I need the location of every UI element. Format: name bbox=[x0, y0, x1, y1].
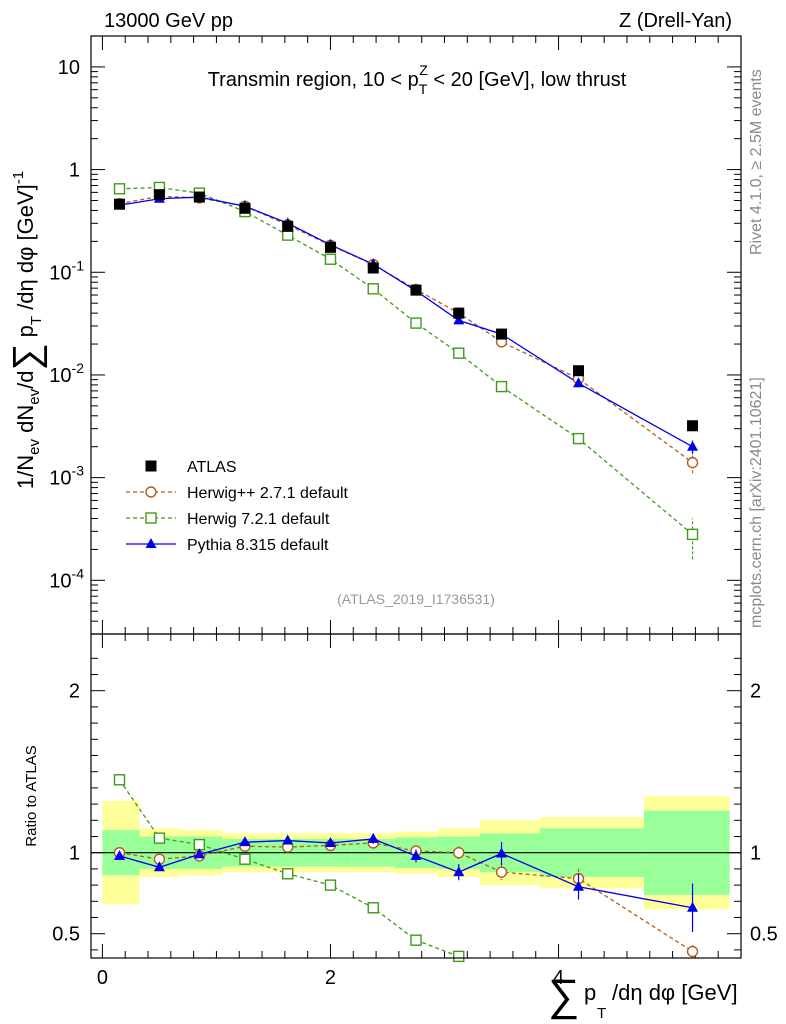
atlas-data-point bbox=[193, 191, 205, 203]
ratio-point bbox=[282, 834, 294, 845]
data-point bbox=[573, 377, 584, 388]
ratio-point bbox=[239, 836, 251, 847]
ratio-point bbox=[113, 774, 126, 786]
ratio-point bbox=[324, 879, 337, 891]
legend: ATLAS Herwig++ 2.7.1 default Herwig 7.2.1 … bbox=[126, 459, 349, 554]
ratio-point bbox=[324, 836, 336, 847]
ratio-uncertainty-bands bbox=[91, 796, 741, 910]
y-tick-label: 10-3 bbox=[49, 463, 84, 490]
legend-marker bbox=[145, 512, 157, 524]
data-point bbox=[572, 432, 585, 445]
svg-text:T: T bbox=[597, 1005, 606, 1022]
ratio-y-tick-label: 2 bbox=[69, 681, 80, 703]
atlas-data-point bbox=[410, 284, 422, 296]
main-plot-data bbox=[113, 181, 699, 560]
x-tick-label: 0 bbox=[97, 967, 108, 989]
data-point bbox=[686, 528, 699, 541]
header-process-label: Z (Drell-Yan) bbox=[619, 10, 732, 32]
series-line bbox=[119, 196, 693, 448]
data-point bbox=[367, 283, 379, 295]
atlas-data-point bbox=[573, 365, 584, 377]
legend-marker bbox=[145, 538, 157, 548]
x-tick-label: 4 bbox=[553, 967, 564, 989]
data-point bbox=[495, 380, 508, 393]
analysis-id-label: (ATLAS_2019_I1736531) bbox=[337, 591, 495, 607]
ratio-y-tick-label: 1 bbox=[69, 843, 80, 865]
ratio-point bbox=[453, 866, 465, 877]
plot-title: Transmin region, 10 < pTZ < 20 [GeV], lo… bbox=[208, 62, 627, 97]
data-point bbox=[453, 347, 465, 359]
atlas-data-point bbox=[367, 262, 379, 274]
data-point bbox=[453, 314, 465, 325]
mcplots-label: mcplots.cern.ch [arXiv:2401.10621] bbox=[748, 377, 765, 628]
ratio-point bbox=[453, 950, 465, 963]
ratio-point bbox=[495, 866, 508, 878]
ratio-point bbox=[282, 868, 294, 880]
atlas-data-point bbox=[282, 220, 294, 232]
ratio-y-tick-label: 0.5 bbox=[750, 924, 778, 946]
ratio-point bbox=[193, 848, 205, 859]
legend-label: Herwig 7.2.1 default bbox=[187, 511, 330, 528]
legend-marker bbox=[145, 486, 157, 498]
legend-label: Pythia 8.315 default bbox=[187, 537, 329, 554]
ratio-point bbox=[367, 902, 379, 914]
atlas-data-point bbox=[114, 198, 126, 210]
x-axis-label: ∑ p T /dη dφ [GeV] bbox=[548, 971, 738, 1022]
data-point bbox=[113, 183, 126, 195]
ratio-point bbox=[193, 838, 206, 851]
ratio-y-tick-label: 0.5 bbox=[52, 924, 80, 946]
ratio-series-line bbox=[119, 838, 693, 909]
y-tick-label: 10 bbox=[58, 57, 80, 79]
ratio-point bbox=[367, 832, 379, 843]
legend-marker bbox=[145, 460, 157, 472]
header-energy-label: 13000 GeV pp bbox=[104, 10, 233, 32]
ratio-point bbox=[573, 880, 584, 891]
ratio-point bbox=[687, 901, 699, 912]
atlas-data-point bbox=[496, 328, 508, 340]
ratio-plot-ticks: 0 2 4 0.5 0.5 1 1 2 2 bbox=[52, 657, 778, 989]
ratio-point bbox=[453, 847, 465, 859]
ratio-plot-panel: 0 2 4 0.5 0.5 1 1 2 2 bbox=[52, 633, 778, 989]
x-tick-label: 2 bbox=[325, 967, 336, 989]
data-point bbox=[324, 253, 337, 265]
atlas-data-point bbox=[153, 189, 165, 201]
ratio-plot-data bbox=[113, 774, 699, 963]
data-point bbox=[687, 440, 699, 451]
y-axis-label: 1/Nev dNev/d∑ pT /dη dφ [GeV]-1 bbox=[6, 171, 48, 489]
main-plot-ticks: 10-4 10-3 10-2 10-1 1 10 bbox=[49, 35, 741, 648]
svg-text:/dη dφ [GeV]: /dη dφ [GeV] bbox=[612, 980, 738, 1005]
y-tick-label: 10-1 bbox=[49, 257, 84, 284]
rivet-version-label: Rivet 4.1.0, ≥ 2.5M events bbox=[748, 69, 765, 255]
ratio-point bbox=[410, 934, 422, 946]
ratio-point bbox=[239, 853, 251, 865]
atlas-data-point bbox=[687, 420, 699, 432]
atlas-data-point bbox=[239, 202, 251, 214]
atlas-data-point bbox=[453, 307, 465, 319]
main-plot-panel: 10-4 10-3 10-2 10-1 1 10 Transmin region, 10 … bbox=[49, 35, 742, 648]
svg-text:∑: ∑ bbox=[548, 971, 579, 1020]
data-point bbox=[686, 456, 699, 469]
ratio-point bbox=[410, 849, 422, 860]
svg-text:1/Nev dNev/d∑ pT /dη dφ [GeV]: 1/Nev dNev/d∑ pT /dη dφ [GeV]-1 bbox=[6, 171, 48, 489]
series-line bbox=[119, 186, 693, 535]
ratio-point bbox=[496, 847, 508, 858]
ratio-plot-frame bbox=[90, 633, 742, 959]
ratio-y-tick-label: 1 bbox=[750, 843, 761, 865]
ratio-axis-label: Ratio to ATLAS bbox=[23, 745, 40, 846]
y-tick-label: 10-4 bbox=[49, 565, 84, 592]
ratio-y-tick-label: 2 bbox=[750, 681, 761, 703]
ratio-point bbox=[153, 861, 165, 872]
atlas-data-point bbox=[324, 241, 336, 253]
svg-text:p: p bbox=[584, 980, 596, 1005]
legend-label: Herwig++ 2.7.1 default bbox=[187, 485, 349, 502]
series-line bbox=[119, 195, 693, 464]
data-point bbox=[410, 317, 422, 329]
ratio-point bbox=[686, 945, 699, 958]
legend-label: ATLAS bbox=[187, 459, 237, 476]
y-tick-label: 1 bbox=[69, 160, 80, 182]
ratio-point bbox=[153, 832, 166, 844]
ratio-point bbox=[114, 849, 126, 860]
y-tick-label: 10-2 bbox=[49, 360, 84, 387]
